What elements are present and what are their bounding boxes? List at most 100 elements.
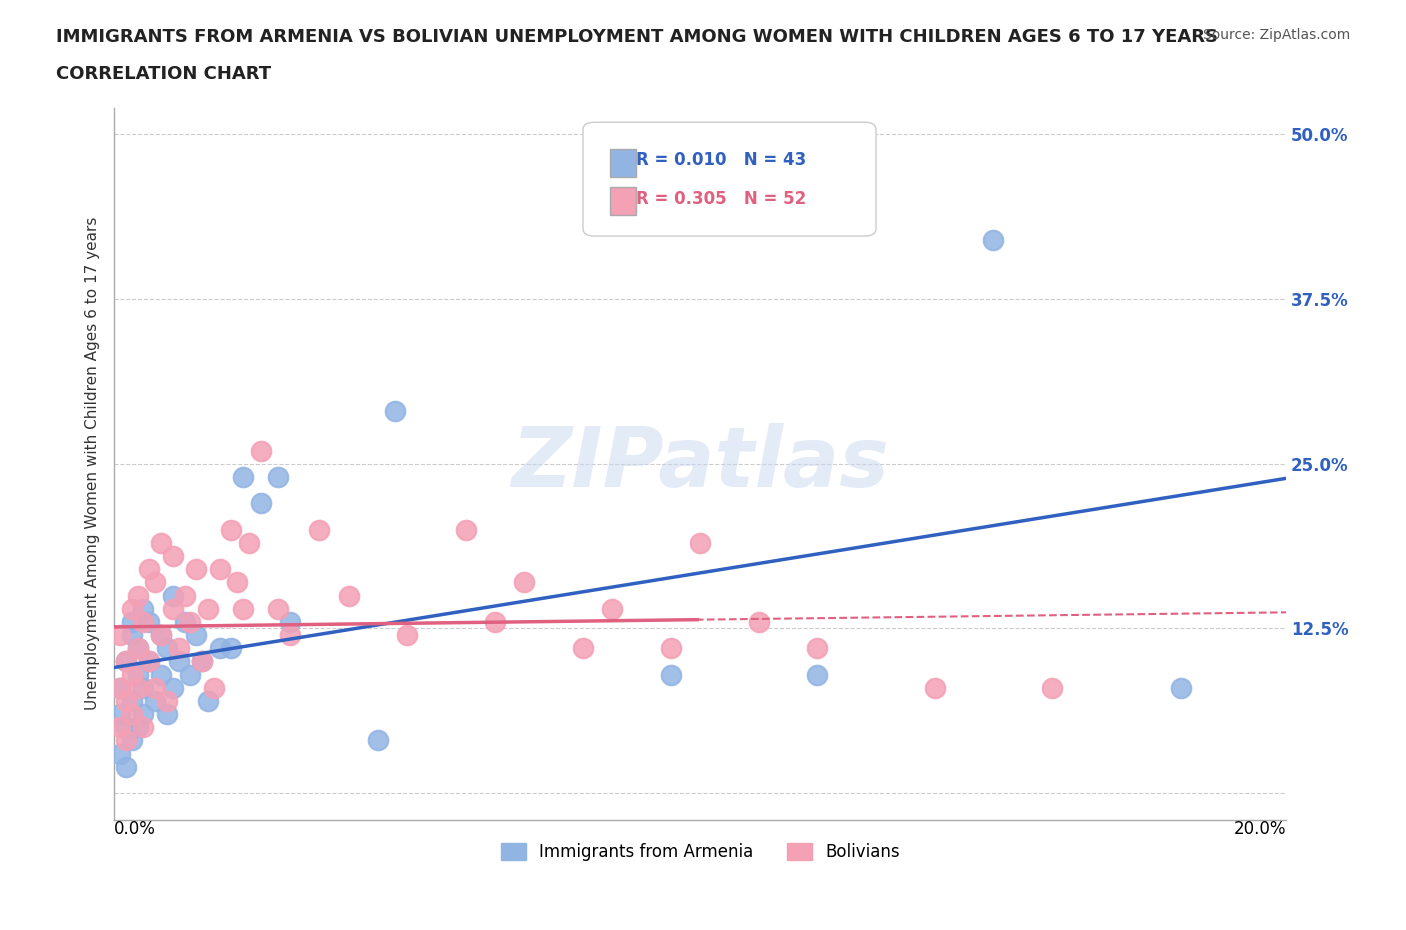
Point bbox=[108, 681, 131, 696]
Point bbox=[150, 667, 173, 682]
Text: CORRELATION CHART: CORRELATION CHART bbox=[56, 65, 271, 83]
Point bbox=[337, 588, 360, 603]
Point bbox=[600, 602, 623, 617]
Point bbox=[115, 733, 138, 748]
Point bbox=[162, 588, 184, 603]
Point bbox=[226, 575, 249, 590]
Point bbox=[689, 536, 711, 551]
Point bbox=[167, 654, 190, 669]
Point bbox=[197, 602, 219, 617]
Point bbox=[121, 707, 143, 722]
Point bbox=[659, 641, 682, 656]
Point bbox=[121, 733, 143, 748]
Point bbox=[162, 681, 184, 696]
Point bbox=[138, 654, 160, 669]
Point bbox=[167, 641, 190, 656]
Point bbox=[143, 575, 166, 590]
Point bbox=[115, 654, 138, 669]
Point bbox=[924, 681, 946, 696]
Point bbox=[115, 654, 138, 669]
Point bbox=[143, 694, 166, 709]
Text: Source: ZipAtlas.com: Source: ZipAtlas.com bbox=[1202, 28, 1350, 42]
Point bbox=[191, 654, 214, 669]
Point bbox=[221, 641, 243, 656]
Point bbox=[173, 615, 195, 630]
Point bbox=[121, 615, 143, 630]
Point bbox=[115, 694, 138, 709]
Point bbox=[484, 615, 506, 630]
Point bbox=[150, 536, 173, 551]
Legend: Immigrants from Armenia, Bolivians: Immigrants from Armenia, Bolivians bbox=[494, 837, 907, 868]
Text: 20.0%: 20.0% bbox=[1233, 819, 1286, 838]
Point bbox=[806, 641, 828, 656]
Point bbox=[108, 628, 131, 643]
Point bbox=[127, 720, 149, 735]
Point bbox=[513, 575, 536, 590]
Point bbox=[121, 628, 143, 643]
Text: R = 0.010   N = 43: R = 0.010 N = 43 bbox=[636, 151, 806, 168]
Point bbox=[232, 602, 254, 617]
Point bbox=[238, 536, 260, 551]
Point bbox=[115, 760, 138, 775]
Point bbox=[1040, 681, 1063, 696]
Point bbox=[127, 681, 149, 696]
Point bbox=[249, 496, 271, 511]
Point bbox=[367, 733, 389, 748]
Point bbox=[150, 628, 173, 643]
Point bbox=[221, 523, 243, 538]
Point bbox=[156, 707, 179, 722]
Point bbox=[121, 602, 143, 617]
Point bbox=[267, 470, 290, 485]
Point bbox=[138, 615, 160, 630]
Point bbox=[278, 628, 301, 643]
Point bbox=[132, 720, 155, 735]
Point bbox=[127, 641, 149, 656]
Point bbox=[127, 641, 149, 656]
Point bbox=[108, 720, 131, 735]
Text: 0.0%: 0.0% bbox=[114, 819, 156, 838]
Point bbox=[278, 615, 301, 630]
FancyBboxPatch shape bbox=[583, 122, 876, 236]
FancyBboxPatch shape bbox=[610, 187, 636, 215]
Point bbox=[162, 549, 184, 564]
Point bbox=[748, 615, 770, 630]
Point bbox=[186, 628, 208, 643]
Point bbox=[121, 694, 143, 709]
Point bbox=[208, 562, 231, 577]
Point bbox=[659, 667, 682, 682]
FancyBboxPatch shape bbox=[610, 150, 636, 177]
Point bbox=[384, 404, 406, 418]
Point bbox=[108, 746, 131, 761]
Point bbox=[454, 523, 477, 538]
Point bbox=[197, 694, 219, 709]
Point bbox=[132, 602, 155, 617]
Point bbox=[108, 707, 131, 722]
Point bbox=[132, 681, 155, 696]
Point bbox=[156, 694, 179, 709]
Point bbox=[249, 444, 271, 458]
Point bbox=[127, 667, 149, 682]
Point bbox=[179, 667, 201, 682]
Point bbox=[108, 681, 131, 696]
Point bbox=[232, 470, 254, 485]
Point bbox=[572, 641, 595, 656]
Point bbox=[156, 641, 179, 656]
Text: IMMIGRANTS FROM ARMENIA VS BOLIVIAN UNEMPLOYMENT AMONG WOMEN WITH CHILDREN AGES : IMMIGRANTS FROM ARMENIA VS BOLIVIAN UNEM… bbox=[56, 28, 1218, 46]
Point bbox=[208, 641, 231, 656]
Point bbox=[396, 628, 419, 643]
Point bbox=[127, 588, 149, 603]
Point bbox=[132, 707, 155, 722]
Point bbox=[981, 232, 1004, 247]
Point bbox=[143, 681, 166, 696]
Text: R = 0.305   N = 52: R = 0.305 N = 52 bbox=[636, 190, 806, 207]
Point bbox=[1170, 681, 1192, 696]
Y-axis label: Unemployment Among Women with Children Ages 6 to 17 years: Unemployment Among Women with Children A… bbox=[86, 217, 100, 711]
Point bbox=[173, 588, 195, 603]
Point bbox=[162, 602, 184, 617]
Point bbox=[115, 720, 138, 735]
Point bbox=[150, 628, 173, 643]
Point bbox=[132, 615, 155, 630]
Text: ZIPatlas: ZIPatlas bbox=[512, 423, 889, 504]
Point bbox=[308, 523, 330, 538]
Point bbox=[191, 654, 214, 669]
